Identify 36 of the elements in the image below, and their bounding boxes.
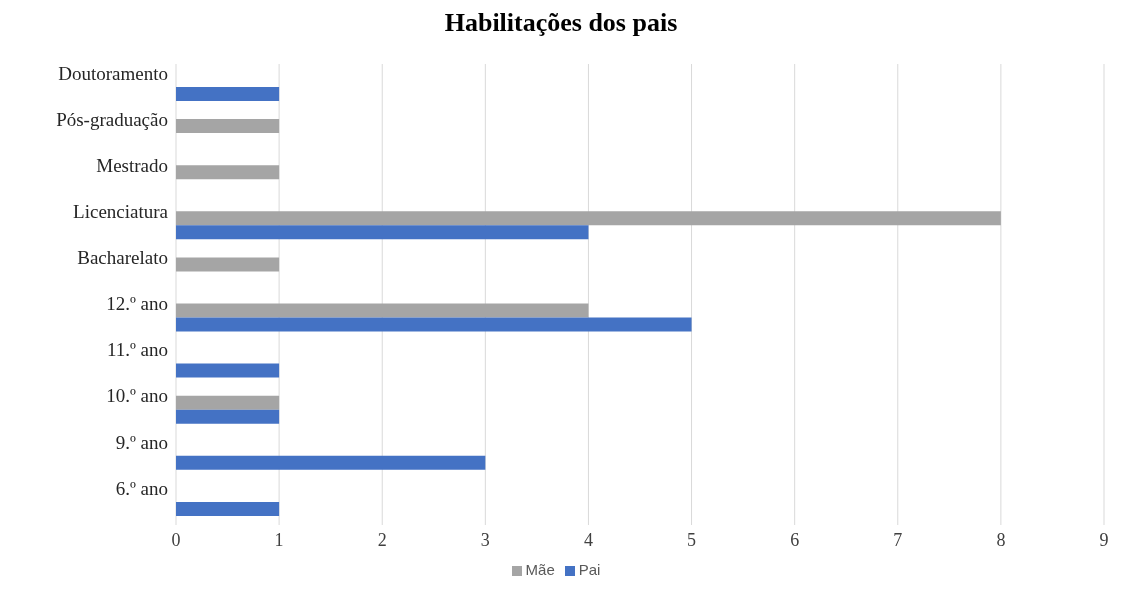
y-tick-label: 11.º ano [106, 339, 168, 361]
bar [176, 303, 589, 318]
legend-label: Pai [578, 561, 601, 578]
bar [176, 409, 280, 424]
x-tick-label: 1 [274, 529, 284, 550]
y-tick-label: 12.º ano [106, 293, 168, 315]
y-tick-label: 6.º ano [115, 477, 168, 499]
x-tick-label: 3 [480, 529, 490, 550]
bar [176, 455, 486, 470]
bar [176, 165, 280, 180]
bar [176, 211, 1001, 226]
x-tick-label: 7 [893, 529, 903, 550]
bar [176, 87, 280, 101]
y-tick-label: Mestrado [96, 154, 168, 176]
y-tick-label: Licenciatura [73, 201, 169, 223]
y-tick-label: Doutoramento [58, 62, 168, 84]
y-tick-label: Bacharelato [77, 247, 168, 269]
bar [176, 317, 692, 332]
y-tick-label: 9.º ano [115, 431, 168, 453]
x-tick-label: 2 [377, 529, 387, 550]
bar [176, 395, 280, 410]
chart-title: Habilitações dos pais [443, 8, 679, 39]
bar [176, 257, 280, 272]
legend-label: Mãe [525, 561, 555, 578]
x-tick-label: 9 [1099, 529, 1109, 550]
y-tick-label: 10.º ano [106, 385, 168, 407]
bar [176, 363, 280, 378]
bar [176, 119, 280, 134]
x-tick-label: 5 [687, 529, 697, 550]
x-tick-label: 0 [171, 529, 181, 550]
bar [176, 501, 280, 516]
y-tick-label: Pós-graduação [56, 108, 168, 130]
x-tick-label: 6 [790, 529, 800, 550]
x-tick-label: 4 [583, 529, 593, 550]
bar [176, 225, 589, 240]
x-tick-label: 8 [996, 529, 1006, 550]
